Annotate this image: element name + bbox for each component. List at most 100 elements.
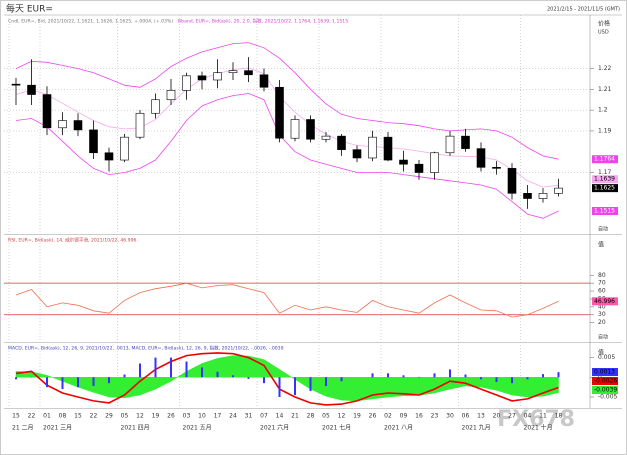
y-tick-label: 30 [598, 311, 606, 318]
value-badge [592, 368, 618, 376]
x-tick-label: 06 [462, 413, 470, 420]
date-range: 2021/2/15 - 2021/11/5 (GMT) [547, 7, 620, 13]
candle-body [135, 112, 145, 138]
candle-body [120, 136, 129, 161]
value-badge [592, 297, 618, 306]
x-tick-label: 16 [415, 413, 423, 420]
histogram-bar [526, 377, 529, 380]
x-tick-label: 19 [353, 413, 361, 420]
y-tick-label: 60 [598, 288, 606, 295]
histogram-bar [201, 367, 203, 378]
candle-body [507, 168, 517, 194]
histogram-bar [309, 377, 312, 392]
histogram-bar [542, 374, 544, 378]
candle-body [445, 135, 455, 154]
bollinger-band [15, 67, 559, 188]
candle-body [523, 193, 532, 199]
candle-body [492, 167, 501, 169]
candle-body [430, 152, 439, 173]
histogram-bar [263, 377, 265, 384]
value-badge-label: -0.0039 [594, 387, 617, 394]
y-tick-label: 1.19 [598, 127, 612, 134]
x-tick-label: 14 [276, 413, 284, 420]
x-tick-label: 08 [59, 413, 67, 420]
axis-unit: USD [598, 30, 609, 36]
histogram-bar [170, 357, 172, 378]
candle-body [73, 120, 83, 131]
value-badge-label: 1.1515 [594, 207, 615, 214]
value-badge [592, 155, 618, 164]
histogram-bar [480, 377, 482, 380]
candle-body [58, 120, 67, 129]
x-tick-label: 29 [105, 413, 113, 420]
candle-body [383, 136, 393, 161]
histogram-bar [77, 377, 79, 388]
candle-body [476, 148, 486, 168]
x-tick-label: 28 [307, 413, 315, 420]
x-tick-label: 17 [214, 413, 222, 420]
x-tick-label: 15 [12, 413, 20, 420]
value-badge-label: -0.0026 [594, 378, 617, 385]
candle-body [414, 163, 424, 173]
axis-title: 值 [598, 241, 604, 249]
histogram-bar [433, 373, 436, 378]
candle-body [461, 135, 470, 149]
histogram-bar [402, 375, 405, 378]
histogram-bar [340, 377, 343, 382]
bollinger-band [15, 93, 559, 219]
value-badge [592, 184, 618, 193]
histogram-bar [511, 377, 513, 384]
histogram-bar [232, 375, 234, 378]
x-tick-label: 13 [477, 413, 485, 420]
candle-body [89, 129, 98, 154]
histogram-bar [15, 377, 17, 380]
x-tick-label: 22 [28, 413, 36, 420]
value-badge-label: 0.0013 [594, 369, 615, 376]
scale-mode: 自动 [598, 226, 608, 233]
histogram-bar [294, 377, 296, 396]
value-badge-label: 1.1625 [594, 185, 615, 192]
y-tick-label: 40 [598, 303, 606, 310]
y-tick-label: 1.22 [598, 65, 612, 72]
y-tick-label: 80 [598, 272, 606, 279]
x-month-label: 2021 五月 [183, 425, 212, 432]
histogram-bar [46, 377, 48, 388]
rsi-line [15, 282, 559, 318]
candle-body [275, 86, 284, 139]
candle-body [213, 72, 222, 81]
x-month-label: 21 二月 [12, 425, 34, 432]
y-tick-label: 1.2 [598, 107, 608, 114]
y-tick-label: 1.17 [598, 169, 612, 176]
x-month-label: 2021 十月 [524, 424, 553, 432]
histogram-bar [449, 369, 451, 378]
chart-title: 每天 EUR= [6, 3, 53, 15]
histogram-bar [495, 377, 498, 383]
histogram-bar [557, 372, 560, 378]
x-tick-label: 27 [508, 413, 516, 420]
bollinger-band [15, 42, 559, 160]
x-month-label: 2021 三月 [43, 425, 72, 432]
value-badge-label: 1.1639 [594, 176, 615, 183]
value-badge [592, 206, 618, 215]
value-badge [592, 386, 618, 394]
candle-body [306, 119, 315, 140]
x-tick-label: 03 [183, 413, 191, 420]
candle-body [42, 94, 52, 129]
candle-body [554, 187, 563, 194]
x-tick-label: 20 [493, 413, 501, 420]
x-tick-label: 21 [291, 413, 299, 420]
y-tick-label: 70 [598, 280, 606, 287]
candle-body [337, 135, 346, 150]
histogram-bar [325, 377, 327, 386]
x-month-label: 2021 六月 [260, 424, 289, 432]
candle-body [368, 136, 377, 159]
x-tick-label: 02 [384, 413, 392, 420]
histogram-bar [185, 361, 188, 378]
candle-body [259, 74, 269, 88]
x-tick-label: 26 [167, 413, 175, 420]
x-tick-label: 19 [152, 413, 160, 420]
x-month-label: 2021 七月 [322, 424, 351, 432]
x-month-label: 2021 九月 [462, 424, 491, 432]
histogram-bar [387, 373, 389, 378]
